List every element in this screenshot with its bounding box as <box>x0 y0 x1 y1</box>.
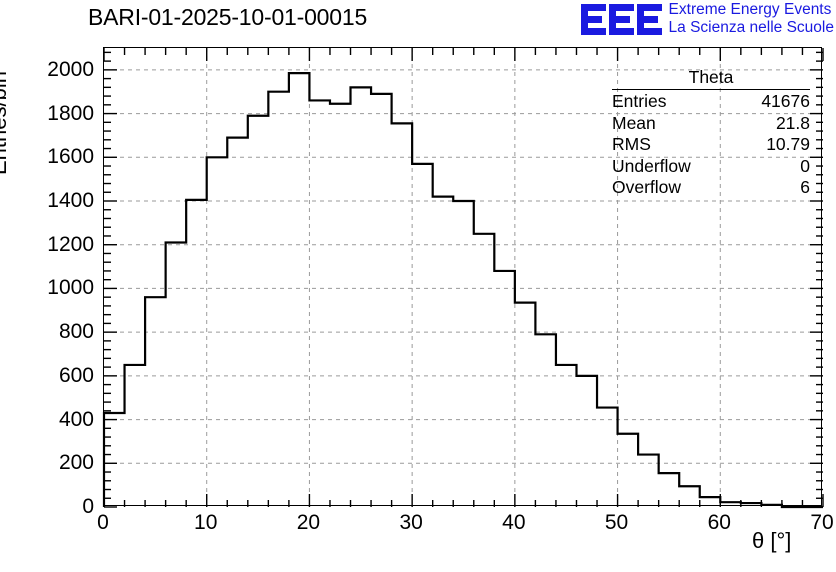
y-tick-label: 800 <box>58 320 94 344</box>
stats-row-value: 6 <box>800 177 810 197</box>
y-tick-label: 1000 <box>47 276 94 300</box>
x-tick-label: 50 <box>604 511 629 534</box>
stats-row: Mean 21.8 <box>612 113 810 135</box>
eee-logo-line1: Extreme Energy Events <box>668 1 832 18</box>
stats-row-value: 0 <box>800 155 810 176</box>
stats-row-value: 10.79 <box>766 134 810 154</box>
histogram-plot <box>102 48 824 509</box>
stats-row-label: Underflow <box>612 155 691 176</box>
stats-row: Underflow 0 <box>612 156 810 178</box>
eee-logo-mark <box>580 4 662 35</box>
y-tick-label: 1800 <box>47 101 94 125</box>
stats-rows: Entries 41676 Mean 21.8 RMS 10.79 Underflow 0 Ov… <box>612 91 810 199</box>
stats-row-value: 41676 <box>761 91 810 111</box>
x-tick-label: 10 <box>194 511 218 534</box>
stats-row-value: 21.8 <box>775 112 810 133</box>
stats-row-label: Overflow <box>612 177 682 197</box>
eee-logo: Extreme Energy Events La Scienza nelle S… <box>580 1 834 37</box>
y-tick-label: 1200 <box>47 232 94 256</box>
eee-logo-text: Extreme Energy Events La Scienza nelle S… <box>669 1 834 37</box>
logo-letter-e3 <box>636 4 662 35</box>
stats-row: Overflow 6 <box>612 177 810 199</box>
x-tick-label: 30 <box>399 511 423 534</box>
stats-row: Entries 41676 <box>612 91 810 113</box>
y-tick-label: 2000 <box>47 57 94 81</box>
x-tick-label: 60 <box>707 511 731 534</box>
page-title: BARI-01-2025-10-01-00015 <box>88 4 368 30</box>
x-tick-label: 20 <box>296 511 321 534</box>
plot-frame <box>102 47 824 509</box>
logo-letter-e2 <box>608 4 634 35</box>
y-tick-label: 0 <box>82 495 94 518</box>
axis-ticks <box>103 48 824 508</box>
stats-row-label: Mean <box>612 112 656 133</box>
x-tick-label: 70 <box>810 511 834 534</box>
y-tick-label: 1600 <box>47 145 94 169</box>
stats-title: Theta <box>612 67 810 90</box>
stats-row: RMS 10.79 <box>612 134 810 156</box>
stats-row-label: RMS <box>612 134 651 154</box>
eee-logo-line2: La Scienza nelle Scuole <box>668 19 834 36</box>
statistics-box: Theta Entries 41676 Mean 21.8 RMS 10.79 Underf… <box>612 67 810 199</box>
y-tick-label: 600 <box>58 363 94 387</box>
logo-letter-e1 <box>580 4 606 35</box>
stats-row-label: Entries <box>612 91 667 111</box>
x-tick-label: 40 <box>502 511 526 534</box>
histogram-step-curve <box>102 72 823 509</box>
x-tick-label: 0 <box>97 511 109 534</box>
y-tick-label: 1400 <box>47 189 94 212</box>
x-axis-title: θ [°] <box>752 528 792 553</box>
y-tick-label: 200 <box>58 451 94 475</box>
y-tick-label: 400 <box>58 407 94 431</box>
